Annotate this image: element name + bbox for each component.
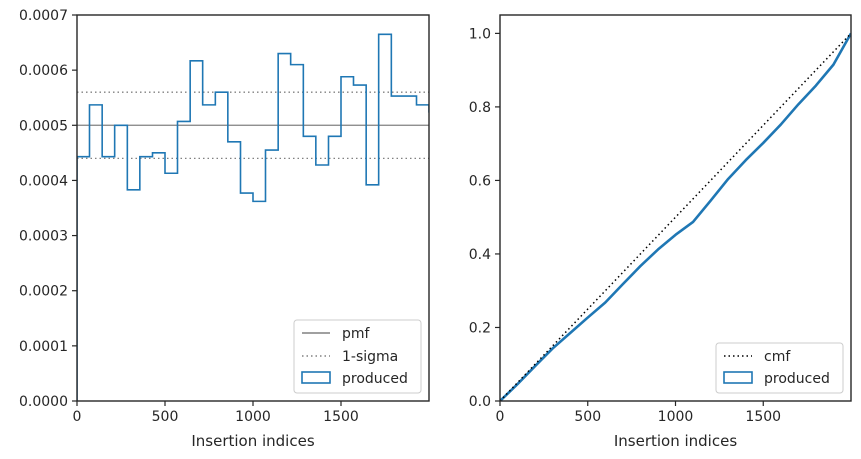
legend-right: cmf produced: [715, 342, 844, 394]
legend-label-cmf: cmf: [764, 349, 791, 365]
legend-label-produced: produced: [764, 371, 830, 387]
y-tick-label: 0.0006: [19, 63, 68, 79]
y-tick-label: 0.0003: [19, 229, 68, 245]
legend-label-pmf: pmf: [342, 326, 371, 342]
plot-area-left: [77, 33, 429, 401]
x-tick-label: 500: [574, 409, 601, 425]
y-tick-label: 0.4: [469, 247, 491, 263]
y-tick-label: 0.0000: [19, 394, 68, 410]
x-tick-label: 1500: [745, 409, 781, 425]
x-tick-label: 1000: [235, 409, 271, 425]
legend-label-produced: produced: [342, 371, 408, 387]
chart-right: 0 500 1000 1500 0.0 0.2 0.4 0.6 0.8 1.0 Insertion …: [469, 14, 852, 450]
legend-swatch-produced: [301, 371, 331, 384]
legend-swatch-produced: [723, 371, 753, 384]
y-tick-label: 0.6: [469, 173, 491, 189]
y-tick-label: 0.0007: [19, 8, 68, 24]
y-tick-label: 0.8: [469, 100, 491, 116]
plot-area-right: [500, 32, 851, 401]
x-tick-label: 0: [496, 409, 505, 425]
x-tick-label: 1000: [658, 409, 694, 425]
cmf-line: [500, 32, 851, 401]
legend-label-sigma: 1-sigma: [342, 349, 398, 365]
produced-histogram: [77, 33, 429, 401]
plot-frame: [499, 14, 852, 402]
y-tick-label: 0.0001: [19, 339, 68, 355]
x-axis-label: Insertion indices: [191, 432, 314, 450]
y-tick-label: 0.2: [469, 320, 491, 336]
legend-left: pmf 1-sigma produced: [293, 319, 422, 394]
y-tick-label: 0.0005: [19, 118, 68, 134]
x-axis-label: Insertion indices: [614, 432, 737, 450]
x-tick-label: 500: [152, 409, 179, 425]
produced-cumulative-line: [500, 32, 851, 401]
x-tick-label: 1500: [323, 409, 359, 425]
x-tick-label: 0: [73, 409, 82, 425]
chart-left: 0 500 1000 1500 0.0000 0.0001 0.0002 0.0003 0.00…: [19, 8, 430, 450]
legend-box: [293, 319, 422, 394]
y-tick-label: 0.0: [469, 394, 491, 410]
y-tick-label: 0.0004: [19, 173, 68, 189]
y-tick-label: 0.0002: [19, 284, 68, 300]
y-tick-label: 1.0: [469, 26, 491, 42]
plot-frame: [76, 14, 430, 402]
